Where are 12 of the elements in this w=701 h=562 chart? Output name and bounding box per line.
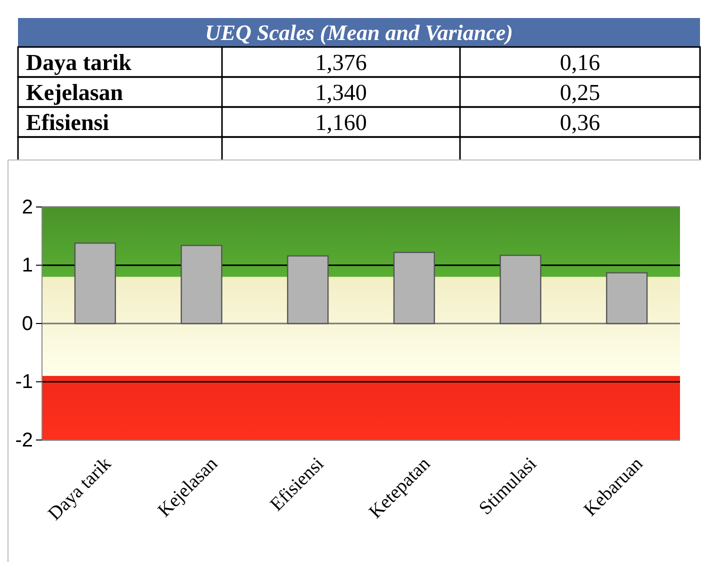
y-tick-label: -2 [15,429,33,452]
bar [606,272,648,324]
chart-title: UEQ Scales (Mean and Variance) [204,20,514,45]
bar [180,244,222,324]
bar [393,252,435,324]
bar [287,255,329,324]
y-tick-label: 1 [22,254,33,277]
y-tick-label: 2 [22,196,33,218]
y-tick-label: -1 [15,371,33,394]
bar [500,254,542,324]
bar [74,242,116,324]
y-tick-label: 0 [22,312,33,335]
